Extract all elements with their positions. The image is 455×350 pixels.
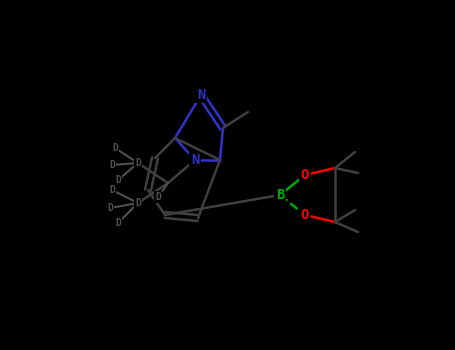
Text: D: D [135,198,141,208]
Text: O: O [301,208,309,222]
Text: D: D [155,192,161,202]
Text: D: D [115,218,121,228]
Text: N: N [191,153,199,167]
Text: D: D [135,158,141,168]
Text: D: D [112,143,118,153]
Text: D: D [107,203,113,213]
Text: D: D [115,175,121,185]
Text: D: D [109,185,115,195]
Text: O: O [301,168,309,182]
Text: N: N [197,88,205,102]
Text: D: D [109,160,115,170]
Text: B: B [276,188,284,202]
